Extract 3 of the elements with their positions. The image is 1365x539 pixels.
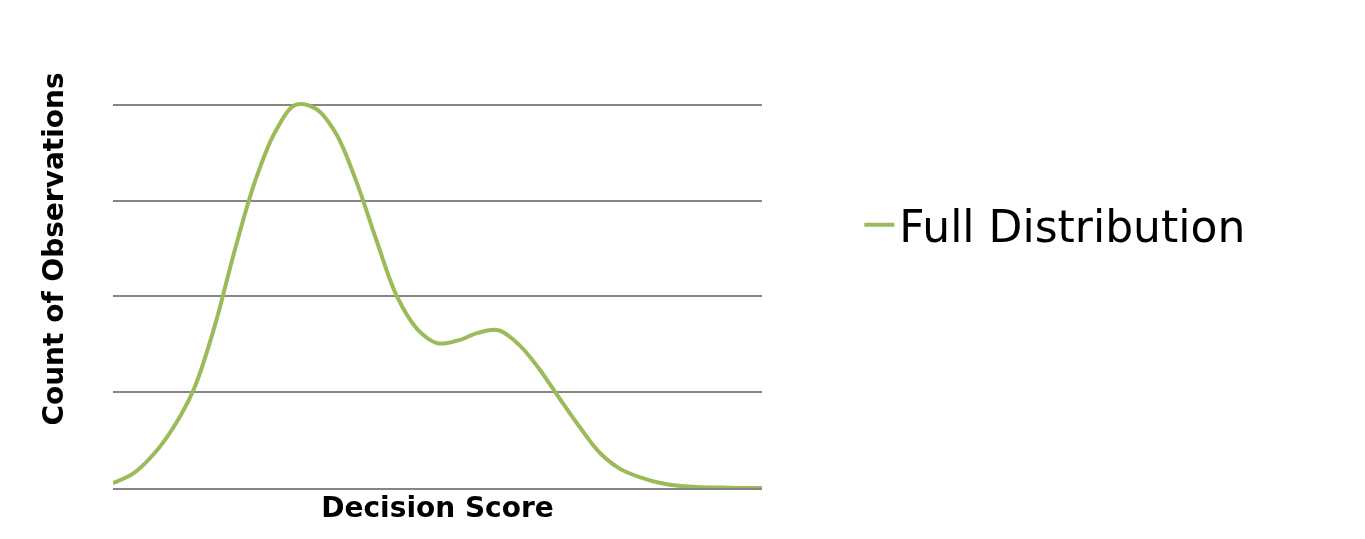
legend-label: Full Distribution bbox=[899, 200, 1246, 252]
y-axis-title: Count of Observations bbox=[36, 72, 70, 426]
x-axis-title: Decision Score bbox=[321, 490, 554, 524]
